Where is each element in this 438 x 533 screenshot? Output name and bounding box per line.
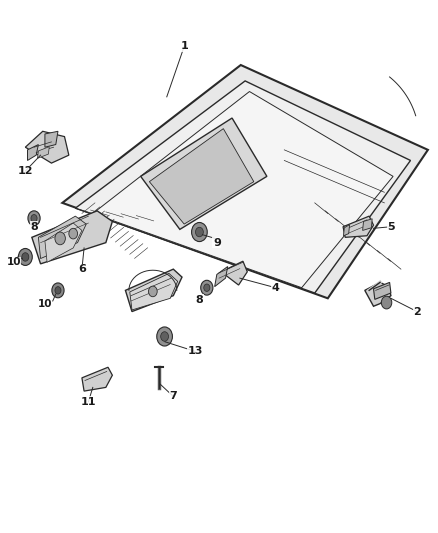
Circle shape [52,283,64,298]
Polygon shape [32,211,113,264]
Circle shape [22,253,29,261]
Polygon shape [374,282,391,300]
Text: 10: 10 [38,298,52,309]
Polygon shape [28,144,39,160]
Circle shape [28,211,40,225]
Polygon shape [45,131,58,147]
Text: 6: 6 [78,264,86,274]
Text: 8: 8 [30,222,38,232]
Circle shape [55,287,61,294]
Polygon shape [149,128,254,224]
Polygon shape [363,219,372,230]
Text: 4: 4 [272,282,279,293]
Text: 12: 12 [18,166,33,176]
Circle shape [195,227,203,237]
Polygon shape [62,65,428,298]
Text: 8: 8 [195,295,203,305]
Circle shape [191,222,207,241]
Text: 13: 13 [187,346,203,357]
Polygon shape [82,367,113,391]
Text: 9: 9 [213,238,221,248]
Polygon shape [45,223,82,262]
Polygon shape [39,216,86,259]
Circle shape [148,286,157,297]
Circle shape [69,228,78,239]
Text: 5: 5 [387,222,395,232]
Circle shape [161,332,169,341]
Polygon shape [125,269,182,312]
Polygon shape [25,131,69,163]
Circle shape [55,232,65,245]
Polygon shape [130,273,178,310]
Polygon shape [75,81,410,293]
Circle shape [201,280,213,295]
Text: 2: 2 [413,306,421,317]
Polygon shape [221,261,247,285]
Polygon shape [343,216,374,237]
Polygon shape [141,118,267,229]
Polygon shape [93,92,393,288]
Text: 7: 7 [170,391,177,401]
Circle shape [18,248,32,265]
Text: 1: 1 [180,42,188,52]
Circle shape [381,296,392,309]
Text: 10: 10 [6,257,21,267]
Circle shape [31,215,37,222]
Circle shape [204,284,210,292]
Polygon shape [38,147,49,158]
Polygon shape [365,282,391,306]
Text: 11: 11 [81,397,96,407]
Polygon shape [215,266,228,287]
Circle shape [157,327,173,346]
Polygon shape [343,224,350,236]
